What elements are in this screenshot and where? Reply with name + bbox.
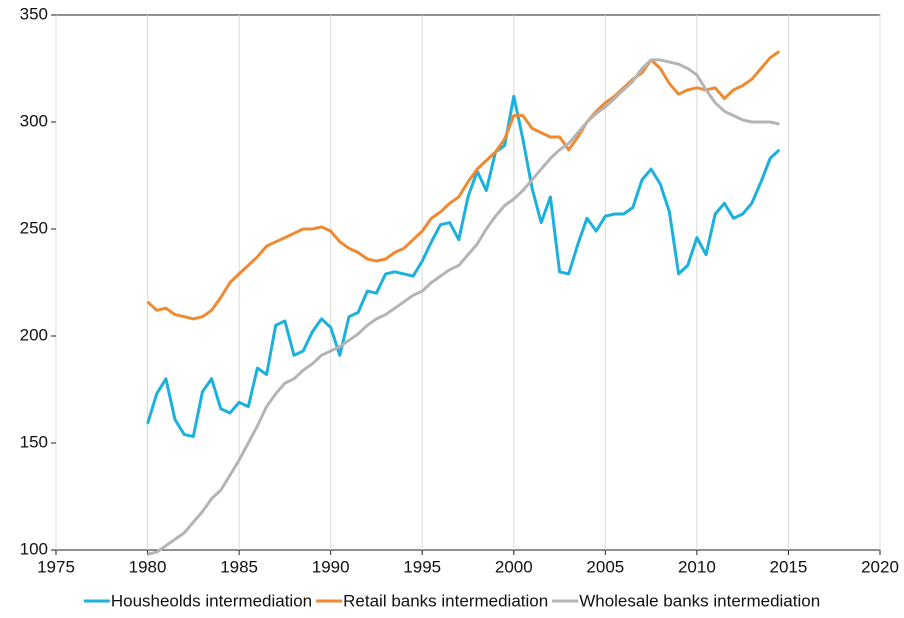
y-tick-label: 250 [20, 218, 48, 237]
data-line [146, 94, 781, 439]
x-tick-label: 1995 [403, 557, 441, 576]
x-tick-label: 1975 [37, 557, 75, 576]
x-tick-label: 2015 [770, 557, 808, 576]
x-tick-label: 2020 [861, 557, 899, 576]
legend-label: Retail banks intermediation [343, 591, 548, 610]
y-tick-label: 300 [20, 111, 48, 130]
y-tick-label: 350 [20, 4, 48, 23]
x-tick-label: 1980 [129, 557, 167, 576]
legend-label: Wholesale banks intermediation [579, 591, 820, 610]
x-tick-label: 2000 [495, 557, 533, 576]
legend: Housheolds intermediation Retail banks in… [83, 591, 820, 610]
data-line [147, 58, 780, 556]
data-line [146, 50, 781, 321]
x-tick-label: 1985 [220, 557, 258, 576]
y-tick-label: 200 [20, 325, 48, 344]
x-tick-label: 1990 [312, 557, 350, 576]
plot-frame [55, 14, 881, 551]
y-tick-label: 150 [20, 432, 48, 451]
x-tick-label: 2010 [678, 557, 716, 576]
x-tick-label: 2005 [586, 557, 624, 576]
y-tick-label: 100 [20, 539, 48, 558]
legend-label: Housheolds intermediation [111, 591, 312, 610]
